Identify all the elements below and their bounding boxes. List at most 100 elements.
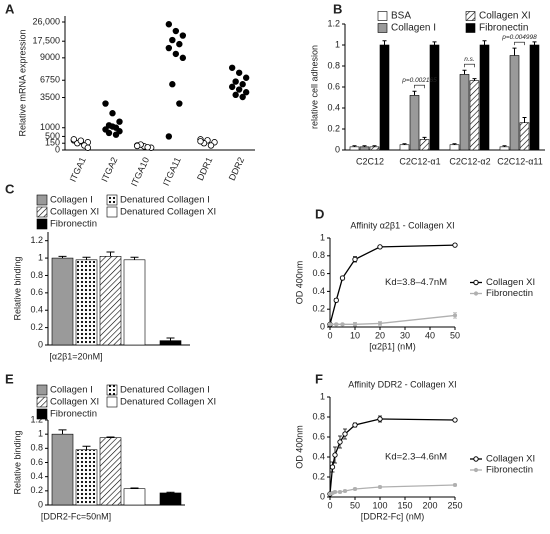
bar: [479, 44, 490, 151]
chart-title: Affinity α2β1 - Collagen XI: [350, 220, 454, 230]
x-axis-label: [DDR2-Fc] (nM): [361, 511, 425, 521]
y-tick-label: 3500: [40, 92, 60, 102]
data-point: [207, 142, 215, 149]
y-tick-label: 0.2: [327, 123, 340, 133]
error-bar: [472, 78, 477, 81]
legend-swatch: [36, 396, 48, 408]
bar: [75, 259, 98, 346]
data-line: [329, 484, 456, 495]
data-point: [232, 78, 239, 85]
legend-label: Denatured Collagen I: [120, 195, 210, 206]
data-point: [228, 83, 236, 91]
panel: E 0 0.2 0.4 0.6 0.8 1 1.2 Relative binding [DDR2-…: [5, 371, 216, 521]
y-tick-label: 0: [320, 321, 325, 331]
legend-label: Collagen XI: [486, 454, 535, 465]
y-tick-label: 17,500: [32, 36, 60, 46]
legend-swatch: [465, 23, 476, 33]
error-bar: [512, 47, 517, 56]
bar: [51, 433, 74, 506]
data-point: [239, 81, 246, 88]
x-axis-label: [DDR2-Fc=50nM]: [41, 511, 111, 521]
legend-label: Fibronectin: [486, 465, 533, 476]
legend-label: Collagen I: [391, 23, 436, 34]
error-bar: [382, 40, 387, 45]
y-tick-label: 0.4: [30, 471, 43, 481]
x-tick-label: C2C12: [356, 156, 384, 166]
data-point: [109, 123, 116, 130]
error-bar: [130, 256, 139, 260]
data-point: [176, 100, 183, 107]
x-tick-label: ITGA1: [68, 156, 88, 184]
data-point: [352, 486, 358, 492]
annotation: Kd=2.3–4.6nM: [385, 452, 447, 463]
data-point: [332, 489, 338, 495]
data-point: [352, 422, 358, 428]
data-point: [339, 275, 346, 281]
y-tick-label: 0.4: [30, 305, 43, 315]
annotation: p=0.004998: [501, 34, 537, 41]
x-tick-label: 0: [327, 500, 332, 510]
x-tick-label: 100: [372, 500, 387, 510]
data-point: [77, 137, 85, 144]
data-point: [197, 138, 204, 145]
x-tick-label: 0: [327, 330, 332, 340]
y-tick-label: 1.2: [327, 18, 340, 28]
panel-letter: B: [333, 1, 342, 16]
legend-label: Collagen XI: [486, 277, 535, 288]
data-point: [337, 489, 343, 495]
data-point: [116, 118, 123, 125]
bar: [159, 340, 182, 346]
data-point: [377, 416, 383, 422]
legend-label: Collagen XI: [50, 207, 99, 218]
legend-swatch: [106, 206, 118, 218]
data-point: [169, 81, 176, 88]
y-tick-label: 0.4: [312, 451, 325, 461]
legend-label: Fibronectin: [50, 219, 97, 230]
bar: [51, 257, 74, 346]
data-point: [133, 142, 141, 150]
y-tick-label: 0.2: [312, 304, 325, 314]
bar: [399, 144, 410, 151]
bar: [519, 122, 530, 151]
y-tick-label: 0.6: [30, 287, 43, 297]
x-tick-label: 150: [397, 500, 412, 510]
legend-label: Collagen XI: [50, 397, 99, 408]
legend-label: Denatured Collagen XI: [120, 207, 216, 218]
x-tick-label: C2C12-α2: [449, 156, 490, 166]
y-tick-label: 1.2: [30, 235, 43, 245]
data-point: [340, 322, 345, 327]
x-tick-label: 40: [425, 330, 435, 340]
legend-label: Collagen I: [50, 385, 93, 396]
legend-label: BSA: [391, 11, 411, 22]
y-axis-label: relative cell adhesion: [309, 45, 319, 129]
panel-letter: C: [5, 181, 15, 196]
error-bar: [412, 90, 417, 96]
legend-swatch: [36, 206, 48, 218]
y-tick-label: 0: [335, 144, 340, 154]
annotation: n.s.: [464, 56, 475, 63]
data-point: [334, 322, 339, 327]
y-tick-label: 0.8: [30, 270, 43, 280]
y-tick-label: 0: [320, 491, 325, 501]
panel-letter: F: [315, 371, 323, 386]
panel-letter: A: [5, 1, 15, 16]
y-tick-label: 0.6: [30, 457, 43, 467]
data-point: [377, 484, 383, 490]
legend-swatch: [465, 11, 476, 21]
panel-letter: D: [315, 206, 324, 221]
legend-marker: [473, 467, 479, 473]
legend-swatch: [36, 408, 48, 420]
data-point: [70, 136, 78, 143]
y-tick-label: 0.6: [312, 268, 325, 278]
legend-label: Collagen XI: [479, 11, 531, 22]
bar: [419, 139, 430, 151]
bar: [459, 74, 470, 151]
legend-marker: [473, 279, 479, 286]
panel: F 0 0.2 0.4 0.6 0.8 1 OD 400nm [DDR2-Fc] (nM) Aff…: [294, 371, 535, 521]
legend-swatch: [36, 194, 48, 206]
data-point: [172, 27, 180, 35]
chart-title: Affinity DDR2 - Collagen XI: [348, 379, 456, 389]
data-point: [452, 482, 458, 488]
